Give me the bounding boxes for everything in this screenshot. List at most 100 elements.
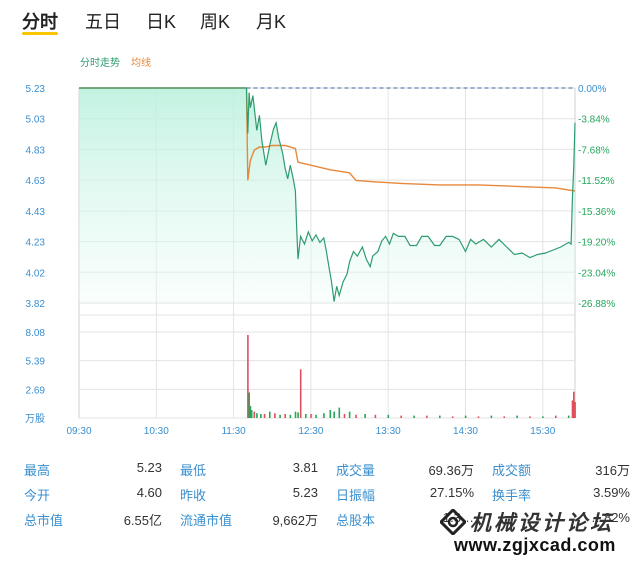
stat-label: 日振幅 — [336, 488, 376, 503]
volume-bar — [310, 414, 312, 418]
volume-bar — [269, 411, 271, 418]
volume-bar — [348, 411, 351, 418]
stat-value: 6.55亿 — [123, 513, 162, 528]
stat-value: 4.60 — [136, 485, 162, 500]
time-tick-label: 13:30 — [376, 426, 401, 437]
stat-label: 最低 — [180, 463, 207, 478]
time-tick-label: 12:30 — [298, 426, 323, 437]
period-tabs: 分时 五日 日K 周K 月K — [0, 0, 644, 40]
volume-bar — [516, 415, 518, 418]
stat-label: 昨收 — [180, 488, 207, 503]
pct-tick-label: -19.20% — [578, 238, 615, 249]
volume-bar — [571, 400, 574, 418]
volume-bar — [305, 414, 307, 418]
pct-tick-label: -7.68% — [578, 145, 610, 156]
active-tab-indicator — [22, 32, 58, 35]
time-tick-label: 09:30 — [66, 426, 91, 437]
stat-label: 换手率 — [492, 488, 532, 503]
volume-bar — [364, 414, 366, 418]
volume-unit-label: 万股 — [25, 413, 45, 425]
tab-daily-k[interactable]: 日K — [146, 12, 177, 32]
volume-bar — [289, 414, 292, 418]
volume-bar — [256, 413, 258, 418]
stats-panel: 最高 5.23 最低 3.81 成交量 69.36万 成交额 316万 今开 4.60 昨收 5.23… — [0, 455, 644, 555]
volume-bar — [529, 416, 531, 418]
volume-bar — [297, 412, 299, 418]
volume-bar — [338, 407, 341, 418]
volume-bar — [542, 416, 544, 418]
volume-bar — [253, 411, 256, 418]
price-tick-label: 4.63 — [26, 176, 46, 187]
tab-monthly-k[interactable]: 月K — [256, 12, 287, 32]
volume-bar — [451, 416, 454, 418]
stat-value: 316万 — [595, 463, 630, 478]
volume-bar — [355, 414, 357, 418]
volume-bar — [573, 391, 575, 418]
volume-bar — [250, 410, 253, 418]
pct-tick-label: -26.88% — [578, 299, 615, 310]
avg-line — [79, 87, 576, 192]
volume-bar — [567, 415, 570, 418]
pct-tick-label: -23.04% — [578, 268, 615, 279]
pct-tick-label: -3.84% — [578, 115, 610, 126]
volume-bar — [374, 414, 377, 418]
volume-bar — [260, 414, 262, 418]
volume-bar — [464, 415, 467, 418]
time-tick-label: 15:30 — [530, 426, 555, 437]
stat-value: 5.23 — [292, 485, 318, 500]
stat-label: 流通市值 — [180, 513, 233, 528]
volume-bar — [247, 335, 249, 418]
stat-label: 最高 — [24, 463, 51, 478]
intraday-chart[interactable]: 分时走势 均线 5.23 5.03 4.83 4.63 4.43 4.23 4.02 3.82 0.… — [0, 40, 644, 440]
tab-intraday[interactable]: 分时 — [22, 12, 58, 32]
price-tick-label: 5.03 — [26, 115, 46, 126]
price-area — [79, 88, 575, 303]
stat-value: 27.15% — [429, 485, 474, 500]
volume-bar — [323, 413, 325, 418]
stat-value: 3.59% — [593, 485, 630, 500]
volume-bar — [426, 415, 428, 418]
volume-bar — [299, 369, 302, 418]
price-tick-label: 4.83 — [26, 145, 46, 156]
volume-tick-label: 2.69 — [26, 385, 46, 396]
volume-bar — [503, 416, 505, 418]
volume-bar — [343, 414, 346, 418]
price-tick-label: 4.02 — [26, 268, 46, 279]
volume-bar — [333, 411, 335, 418]
volume-bar — [315, 414, 317, 418]
volume-bar — [284, 414, 286, 418]
pct-tick-label: 0.00% — [578, 84, 606, 95]
volume-bar — [294, 411, 297, 418]
time-tick-label: 11:30 — [221, 426, 246, 437]
legend-avg: 均线 — [131, 56, 151, 69]
price-tick-label: 5.23 — [26, 84, 46, 95]
volume-bar — [329, 410, 332, 418]
volume-bar — [490, 415, 493, 418]
tab-five-day[interactable]: 五日 — [85, 12, 121, 32]
volume-tick-label: 5.39 — [26, 357, 46, 368]
diamond-gear-logo-icon — [440, 509, 466, 535]
pct-tick-label: -15.36% — [578, 207, 615, 218]
volume-bar — [248, 392, 250, 418]
volume-bar — [574, 402, 576, 418]
stat-label: 今开 — [24, 488, 51, 503]
stat-label: 总股本 — [336, 513, 376, 528]
volume-bar — [279, 414, 281, 418]
price-tick-label: 4.43 — [26, 207, 46, 218]
tab-weekly-k[interactable]: 周K — [200, 12, 231, 32]
time-tick-label: 14:30 — [453, 426, 478, 437]
stat-label: 总市值 — [24, 513, 64, 528]
price-tick-label: 4.23 — [26, 238, 46, 249]
time-tick-label: 10:30 — [144, 426, 169, 437]
price-tick-label: 3.82 — [26, 299, 46, 310]
volume-bar — [400, 415, 402, 418]
stat-value: …82% — [590, 510, 630, 525]
volume-bar — [274, 413, 276, 418]
volume-bar — [413, 415, 415, 418]
stat-value: 5.23 — [136, 460, 162, 475]
stat-value: 3.81 — [292, 460, 318, 475]
watermark-url: www.zgjxcad.com — [454, 535, 616, 555]
price-line — [79, 87, 576, 302]
stat-label: 成交量 — [336, 463, 376, 478]
watermark-text: 机械设计论坛 — [470, 510, 614, 535]
